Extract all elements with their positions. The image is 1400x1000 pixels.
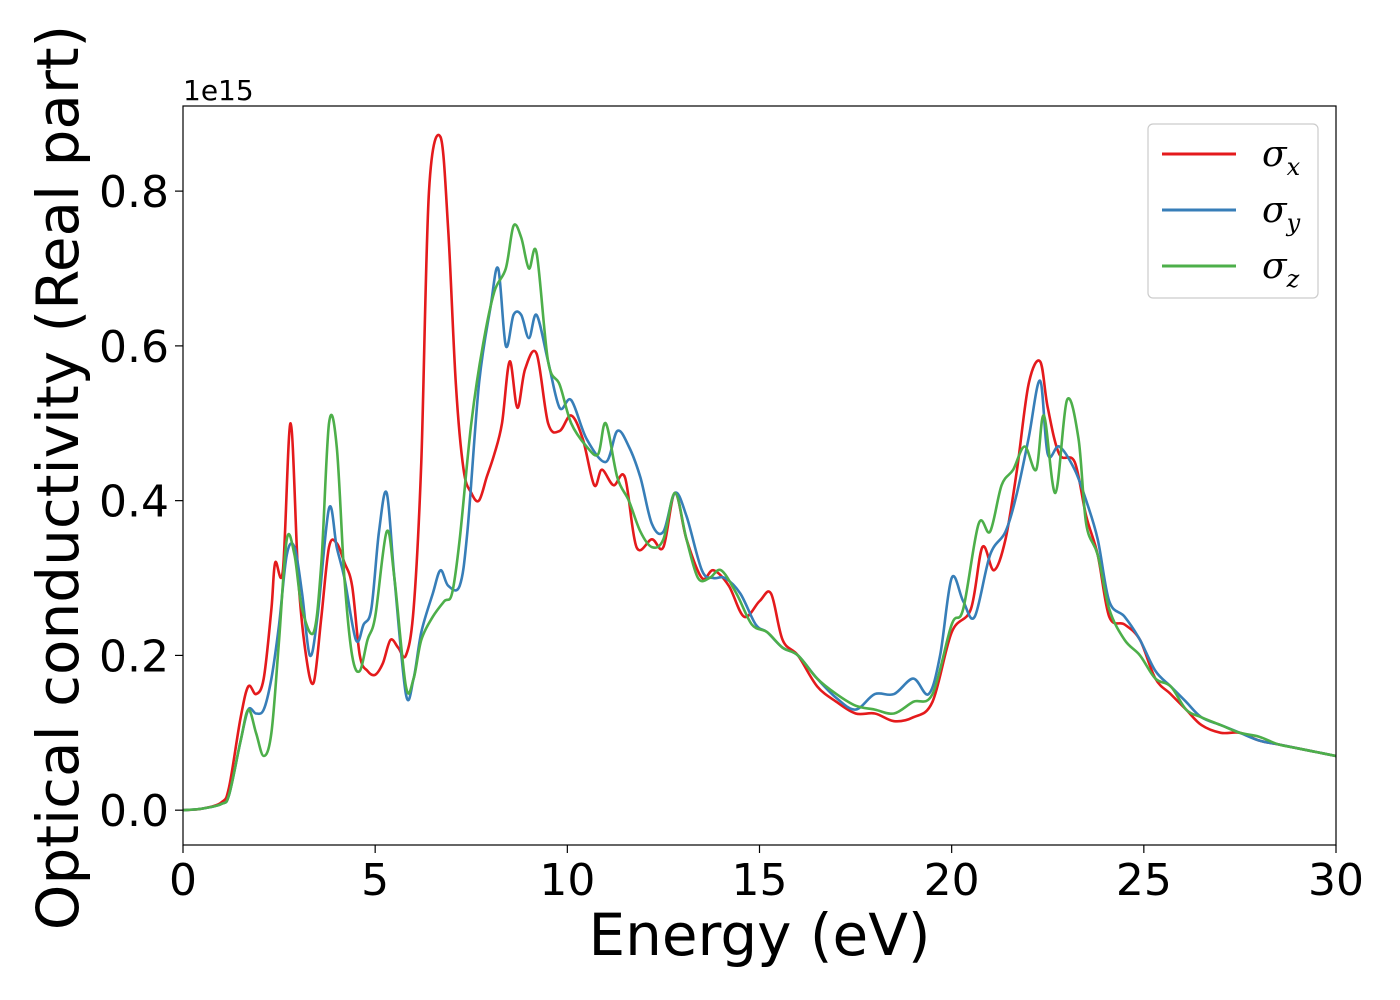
series-layer: [182, 133, 1337, 812]
x-tick-label: 25: [1116, 855, 1172, 906]
x-tick-label: 0: [169, 855, 197, 906]
y-axis: 0.0 0.2 0.4 0.6 0.8: [99, 167, 183, 837]
y-tick-label: 0.0: [99, 786, 169, 837]
y-tick-label: 0.8: [99, 167, 169, 218]
x-tick-label: 20: [924, 855, 980, 906]
y-axis-label: Optical conductivity (Real part): [24, 25, 92, 930]
x-axis: 0 5 10 15 20 25 30: [169, 845, 1364, 906]
x-tick-label: 5: [361, 855, 389, 906]
legend-label-x: σx: [1262, 134, 1301, 181]
series-line-z: [182, 223, 1337, 812]
y-offset-label: 1e15: [183, 74, 254, 107]
x-tick-label: 10: [539, 855, 595, 906]
y-tick-label: 0.6: [99, 322, 169, 373]
y-tick-label: 0.2: [99, 631, 169, 682]
series-line-y: [182, 266, 1337, 812]
x-tick-label: 30: [1308, 855, 1364, 906]
series-line-x: [182, 133, 1337, 812]
y-tick-label: 0.4: [99, 477, 169, 528]
x-tick-label: 15: [732, 855, 788, 906]
x-axis-label: Energy (eV): [588, 901, 930, 969]
